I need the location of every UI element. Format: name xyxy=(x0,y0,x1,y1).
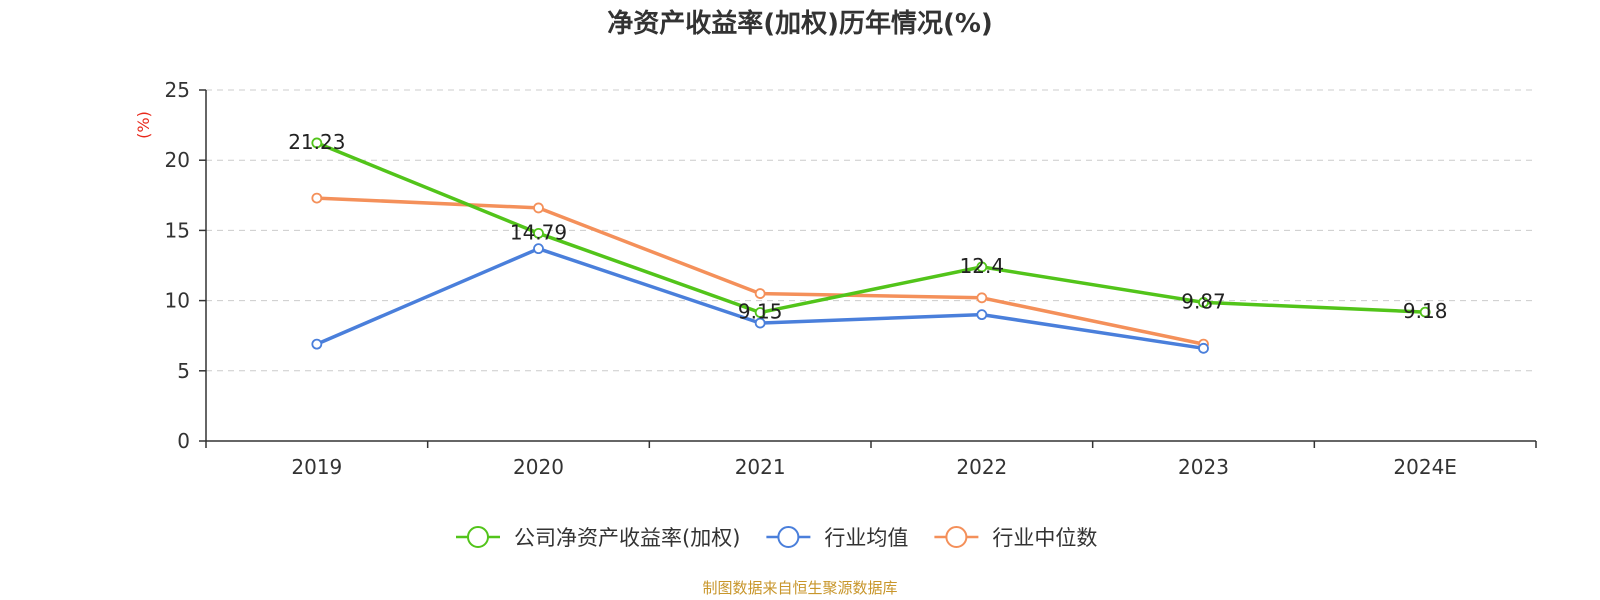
y-tick-label: 0 xyxy=(177,429,190,453)
data-point[interactable] xyxy=(754,288,766,299)
y-tick-label: 25 xyxy=(165,78,190,102)
data-label: 9.87 xyxy=(1181,289,1226,313)
data-point[interactable] xyxy=(976,309,988,321)
legend-label: 行业均值 xyxy=(824,526,908,550)
y-axis-label: (%) xyxy=(134,111,153,139)
chart-title: 净资产收益率(加权)历年情况(%) xyxy=(607,8,993,39)
data-point[interactable] xyxy=(976,261,988,273)
y-tick-label: 5 xyxy=(177,359,190,383)
data-point[interactable] xyxy=(311,338,323,350)
data-point[interactable] xyxy=(311,137,323,149)
legend: 公司净资产收益率(加权) 行业均值 行业中位数 xyxy=(456,526,1097,550)
series-0 xyxy=(311,137,1431,318)
source-note: 制图数据来自恒生聚源数据库 xyxy=(702,579,897,597)
x-tick-label: 2022 xyxy=(956,455,1007,479)
x-tick-label: 2023 xyxy=(1178,455,1229,479)
y-tick-label: 15 xyxy=(165,218,190,242)
grid-lines xyxy=(206,89,1536,372)
data-label: 9.15 xyxy=(738,300,783,324)
data-point[interactable] xyxy=(976,292,988,304)
legend-item-1[interactable]: 行业均值 xyxy=(766,526,908,550)
x-tick-label: 2020 xyxy=(513,455,564,479)
data-point[interactable] xyxy=(311,192,323,204)
data-point[interactable] xyxy=(1198,297,1209,308)
data-point[interactable] xyxy=(1198,342,1209,354)
x-tick-label: 2021 xyxy=(735,455,786,479)
data-label: 21.23 xyxy=(288,130,345,154)
series-lines xyxy=(311,137,1431,354)
y-tick-label: 20 xyxy=(165,148,190,172)
legend-marker xyxy=(467,526,489,548)
legend-marker xyxy=(945,526,968,548)
axes: 0 5 10 15 20 25 2019 2020 2021 2022 2023 2024E xyxy=(165,78,1537,479)
series-1 xyxy=(311,243,1209,354)
y-tick-label: 10 xyxy=(165,289,190,313)
legend-item-0[interactable]: 公司净资产收益率(加权) xyxy=(456,526,740,550)
data-label: 12.4 xyxy=(960,254,1005,278)
data-point[interactable] xyxy=(533,202,544,214)
legend-label: 公司净资产收益率(加权) xyxy=(514,526,740,550)
data-point[interactable] xyxy=(533,243,544,255)
x-tick-label: 2019 xyxy=(291,455,342,479)
data-point[interactable] xyxy=(1419,306,1431,318)
data-label: 9.18 xyxy=(1403,299,1448,323)
data-point[interactable] xyxy=(754,307,766,318)
data-label: 14.79 xyxy=(510,220,567,244)
legend-marker xyxy=(777,526,800,548)
data-point[interactable] xyxy=(533,227,544,239)
data-point[interactable] xyxy=(754,317,766,329)
legend-item-2[interactable]: 行业中位数 xyxy=(934,526,1097,550)
x-tick-label: 2024E xyxy=(1393,455,1457,479)
series-line xyxy=(315,141,1427,315)
legend-label: 行业中位数 xyxy=(992,526,1097,550)
data-labels: 21.23 14.79 9.15 12.4 9.87 9.18 xyxy=(288,130,1447,324)
